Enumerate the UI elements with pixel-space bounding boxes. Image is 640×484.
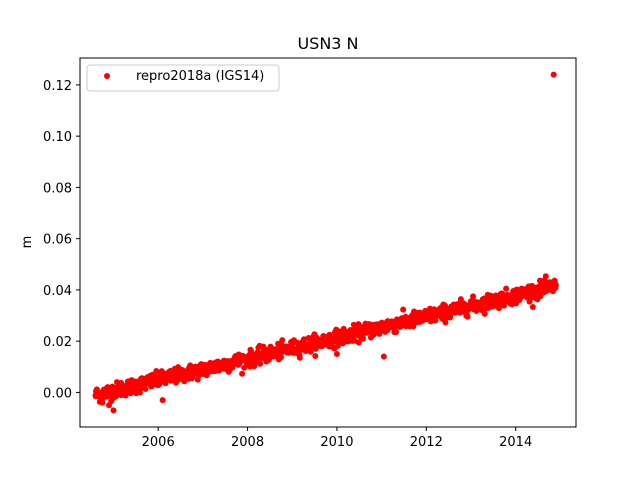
x-tick-label: 2010: [320, 435, 353, 450]
y-tick-label: 0.06: [43, 233, 72, 248]
data-point: [177, 374, 184, 381]
data-point: [222, 361, 229, 368]
data-point: [535, 286, 542, 293]
data-point: [536, 277, 543, 284]
data-point: [400, 320, 407, 327]
data-point: [467, 302, 474, 309]
data-point: [378, 325, 385, 332]
data-point: [110, 407, 117, 414]
data-point: [501, 302, 508, 309]
data-point: [136, 389, 143, 396]
y-tick-label: 0.04: [43, 284, 72, 299]
x-tick-label: 2012: [410, 435, 443, 450]
y-tick-label: 0.00: [43, 386, 72, 401]
data-point: [360, 335, 366, 342]
data-point: [481, 310, 488, 317]
data-point: [333, 350, 340, 357]
data-point: [159, 397, 166, 404]
data-point: [155, 376, 162, 383]
legend-box: [86, 64, 280, 92]
data-point: [355, 339, 362, 346]
data-point: [99, 399, 106, 406]
data-points: [92, 71, 559, 414]
data-point: [423, 312, 430, 319]
data-point: [503, 285, 510, 292]
data-point: [529, 303, 536, 310]
data-point: [239, 370, 246, 377]
data-point: [279, 337, 286, 344]
data-point: [296, 354, 303, 361]
data-point: [542, 273, 549, 280]
y-tick-label: 0.08: [43, 181, 72, 196]
y-axis-ticks: 0.00 0.02 0.04 0.06 0.08 0.10 0.12: [43, 79, 80, 401]
y-axis-label: m: [20, 236, 35, 249]
data-point: [266, 350, 273, 357]
data-point: [311, 340, 318, 347]
data-point: [199, 368, 206, 375]
legend-marker: [104, 73, 110, 79]
data-point: [289, 348, 296, 355]
y-tick-label: 0.10: [43, 130, 72, 145]
data-point: [244, 356, 251, 363]
x-axis-ticks: 2006 2008 2010 2012 2014: [142, 427, 532, 450]
data-point: [333, 338, 340, 345]
data-point: [307, 348, 314, 355]
y-tick-label: 0.12: [43, 79, 72, 94]
y-tick-label: 0.02: [43, 335, 72, 350]
data-point: [393, 328, 400, 335]
data-point: [470, 293, 477, 300]
x-tick-label: 2014: [499, 435, 532, 450]
data-point: [512, 294, 519, 301]
data-point: [400, 306, 407, 313]
data-point: [312, 353, 319, 360]
data-point: [432, 317, 439, 324]
data-point: [552, 281, 559, 288]
data-point: [442, 319, 449, 326]
data-point: [132, 381, 139, 388]
data-point: [142, 385, 149, 392]
plot-area: [80, 58, 576, 427]
legend-label: repro2018a (IGS14): [136, 69, 264, 84]
data-point: [92, 391, 99, 398]
chart-title: USN3 N: [297, 34, 358, 53]
data-point: [312, 345, 319, 352]
data-point: [278, 354, 284, 361]
x-tick-label: 2006: [142, 435, 175, 450]
data-point: [445, 307, 452, 314]
legend: repro2018a (IGS14): [86, 64, 280, 92]
data-point: [153, 368, 160, 375]
x-tick-label: 2008: [231, 435, 264, 450]
data-point: [257, 360, 264, 367]
data-point: [464, 313, 471, 320]
data-point: [550, 71, 557, 78]
data-point: [301, 336, 308, 343]
data-point: [106, 402, 113, 409]
plot-frame: [79, 57, 577, 428]
data-point: [356, 330, 363, 337]
data-point: [380, 353, 387, 360]
data-point: [490, 297, 497, 304]
